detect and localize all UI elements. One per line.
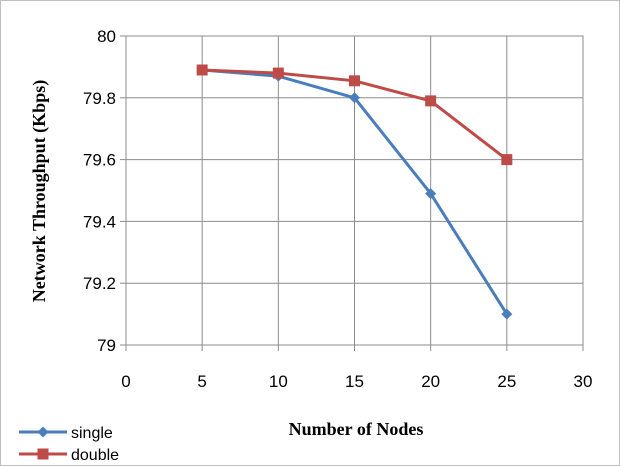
x-tick-label: 10	[269, 372, 288, 391]
legend: single double	[19, 425, 119, 464]
legend-item-double: double	[19, 447, 119, 464]
x-tick-label: 5	[197, 372, 206, 391]
data-point-double	[272, 67, 284, 79]
y-tick-label: 79.6	[83, 151, 116, 170]
legend-label: single	[71, 425, 113, 442]
x-tick-label: 20	[421, 372, 440, 391]
plot-area-border	[125, 35, 584, 346]
tick-labels: 79 79.2 79.4 79.6 79.8 80 0 5 10 15 20 25 30	[83, 27, 593, 391]
x-tick-label: 30	[574, 372, 593, 391]
y-tick-label: 79.2	[83, 274, 116, 293]
series-lines	[196, 64, 513, 320]
legend-label: double	[71, 447, 119, 464]
y-tick-label: 79	[97, 336, 116, 355]
data-point-single	[349, 92, 360, 104]
legend-item-single: single	[19, 425, 113, 442]
x-tick-label: 15	[345, 372, 364, 391]
data-point-double	[425, 95, 437, 107]
data-point-single	[425, 188, 437, 200]
series-double	[196, 64, 513, 166]
y-tick-label: 80	[97, 27, 116, 46]
axes	[120, 35, 584, 351]
data-point-double	[349, 75, 360, 87]
legend-swatch-marker	[37, 426, 49, 438]
data-point-double	[501, 154, 513, 166]
x-tick-label: 25	[497, 372, 516, 391]
y-axis-title: Network Throughput (Kbps)	[29, 80, 50, 302]
data-point-double	[196, 64, 208, 76]
y-tick-label: 79.8	[83, 89, 116, 108]
legend-swatch-marker	[37, 448, 49, 460]
x-axis-title: Number of Nodes	[289, 419, 424, 439]
y-tick-label: 79.4	[83, 212, 116, 231]
data-point-single	[501, 308, 513, 320]
x-tick-label: 0	[121, 372, 130, 391]
